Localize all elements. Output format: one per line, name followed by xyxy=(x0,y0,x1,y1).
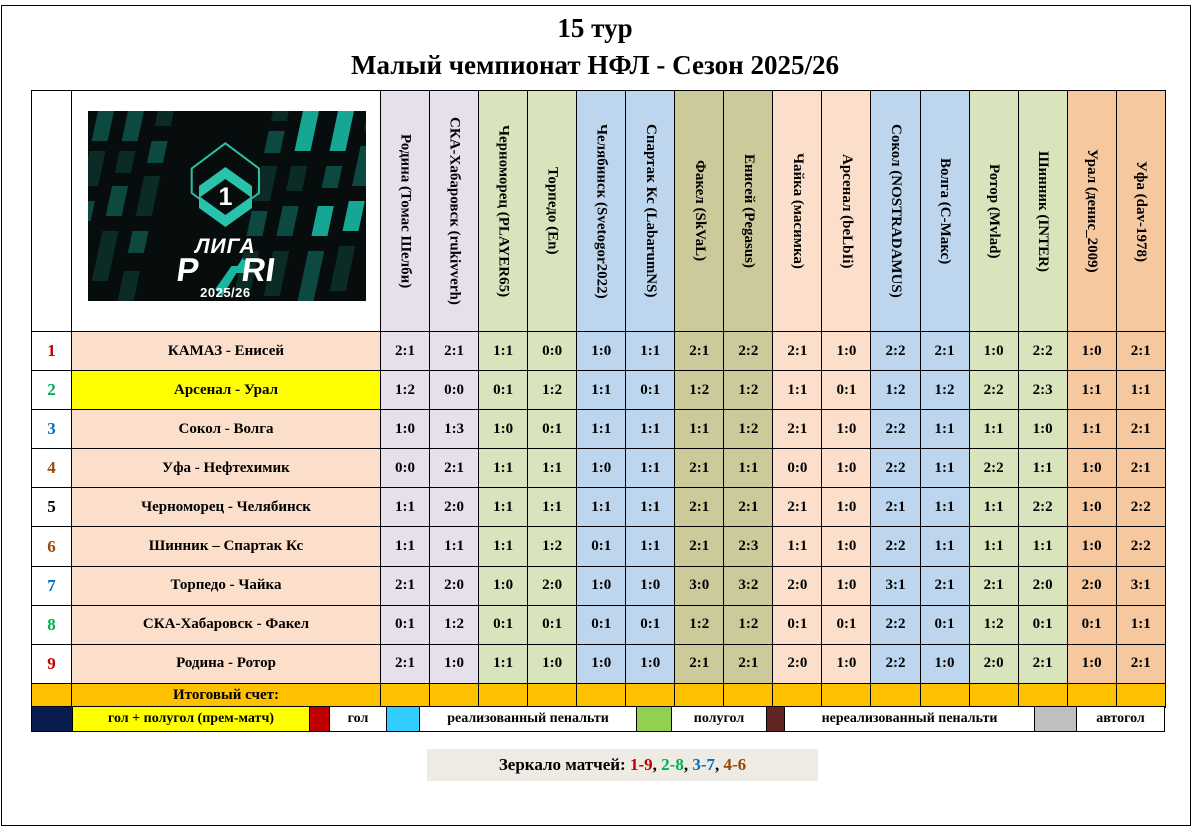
svg-text:2025/26: 2025/26 xyxy=(200,285,251,300)
svg-text:1: 1 xyxy=(218,183,232,211)
svg-text:RI: RI xyxy=(239,252,277,289)
